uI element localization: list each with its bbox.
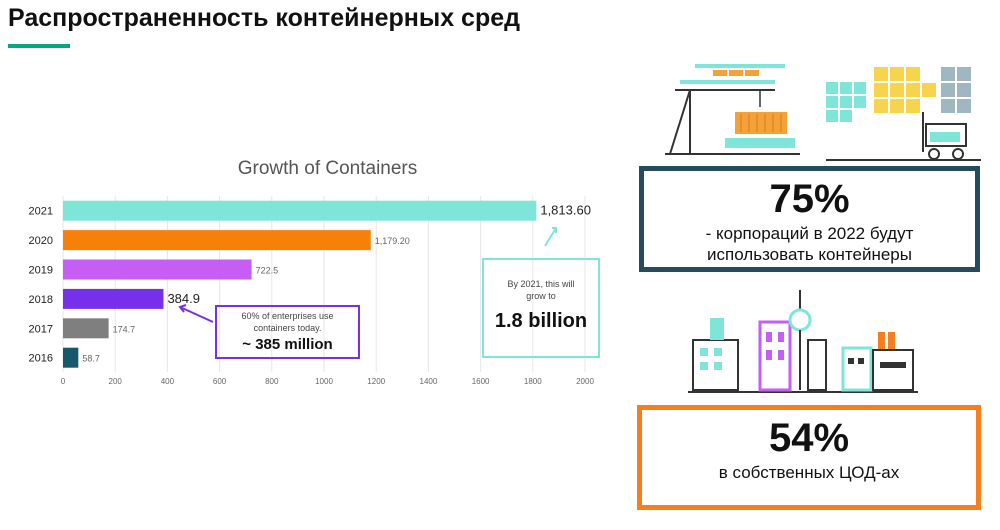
callout-2021-pointer xyxy=(544,227,557,247)
stat-box-datacenters: 54% в собственных ЦОД-ах xyxy=(637,405,981,510)
value-label-2017: 174.7 xyxy=(113,324,136,334)
chart-title: Growth of Containers xyxy=(237,158,418,179)
category-label-2017: 2017 xyxy=(29,323,53,335)
value-label-2016: 58.7 xyxy=(82,354,100,364)
value-label-2018: 384.9 xyxy=(167,291,200,306)
callout-2021-line-2: grow to xyxy=(526,291,556,301)
callout-2021-line-1: By 2021, this will xyxy=(507,279,575,289)
stat-desc-line-1: в собственных ЦОД-ах xyxy=(718,463,900,482)
callout-2018-pointer xyxy=(179,306,214,323)
x-tick-label-0: 0 xyxy=(61,377,66,386)
x-tick-label-1400: 1400 xyxy=(420,377,438,386)
x-tick-label-400: 400 xyxy=(161,377,175,386)
x-tick-label-1000: 1000 xyxy=(315,377,333,386)
x-tick-label-600: 600 xyxy=(213,377,227,386)
value-label-2019: 722.5 xyxy=(256,266,279,276)
stat-desc-line-1: - корпораций в 2022 будут xyxy=(705,224,914,243)
callout-2018-line-2: containers today. xyxy=(253,323,322,333)
category-label-2021: 2021 xyxy=(29,206,53,218)
bar-2018 xyxy=(63,288,164,309)
callout-2021-highlight: 1.8 billion xyxy=(494,310,588,332)
category-label-2018: 2018 xyxy=(29,294,53,306)
category-label-2020: 2020 xyxy=(29,235,53,247)
title-underline xyxy=(8,44,70,48)
value-label-2020: 1,179.20 xyxy=(375,236,410,246)
stat-value-54: 54% xyxy=(768,416,850,460)
x-tick-label-1200: 1200 xyxy=(367,377,385,386)
category-label-2016: 2016 xyxy=(29,353,53,365)
x-tick-label-1600: 1600 xyxy=(472,377,490,386)
port-crane-icon xyxy=(665,64,800,155)
value-label-2021: 1,813.60 xyxy=(540,203,591,218)
bar-chart: 0 200 400 600 800 1000 1200 1400 1600 1800 2000 202… xyxy=(29,196,594,386)
callout-2018-highlight: ~ 385 million xyxy=(242,336,333,353)
city-buildings-icon xyxy=(688,290,918,393)
slide-title: Распространенность контейнерных сред xyxy=(8,4,520,32)
bar-2020 xyxy=(63,230,371,251)
x-tick-label-800: 800 xyxy=(265,377,279,386)
x-tick-label-1800: 1800 xyxy=(524,377,542,386)
bar-2019 xyxy=(63,259,252,280)
stat-value-75: 75% xyxy=(769,177,850,221)
bar-2021 xyxy=(63,200,537,221)
stat-desc-line-2: использовать контейнеры xyxy=(707,245,912,264)
callout-2018-line-1: 60% of enterprises use xyxy=(241,311,334,321)
x-tick-label-2000: 2000 xyxy=(576,377,594,386)
callout-2021: By 2021, this will grow to 1.8 billion xyxy=(482,258,600,358)
warehouse-forklift-icon xyxy=(826,67,981,161)
bar-2016 xyxy=(63,347,79,368)
bar-2017 xyxy=(63,318,109,339)
callout-2018: 60% of enterprises use containers today.… xyxy=(215,305,360,359)
callout-2021-arrowhead xyxy=(552,227,557,233)
callout-2018-arrowhead xyxy=(178,304,187,313)
stat-box-corporations: 75% - корпораций в 2022 будут использова… xyxy=(639,166,980,272)
x-tick-label-200: 200 xyxy=(109,377,123,386)
category-label-2019: 2019 xyxy=(29,265,53,277)
